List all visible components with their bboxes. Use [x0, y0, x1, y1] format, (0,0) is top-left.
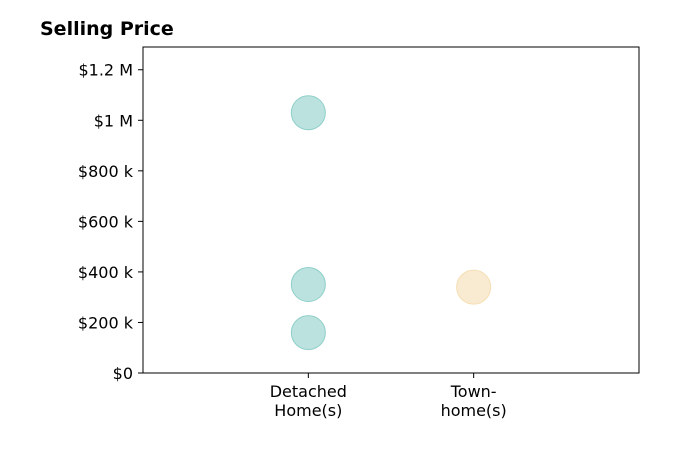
y-tick-label: $600 k [78, 212, 134, 231]
chart-title: Selling Price [40, 18, 174, 40]
point [290, 315, 326, 351]
plot-frame [142, 46, 640, 374]
x-tick-label: Town-home(s) [441, 382, 507, 420]
point [290, 267, 326, 303]
point [456, 269, 492, 305]
y-tick-label: $0 [113, 364, 133, 383]
x-tick-label: Detached Home(s) [270, 382, 347, 420]
y-tick-label: $800 k [78, 162, 134, 181]
y-tick-label: $1 M [94, 111, 133, 130]
y-tick-label: $200 k [78, 313, 134, 332]
point [290, 95, 326, 131]
y-tick-label: $1.2 M [78, 61, 133, 80]
y-tick-label: $400 k [78, 263, 134, 282]
